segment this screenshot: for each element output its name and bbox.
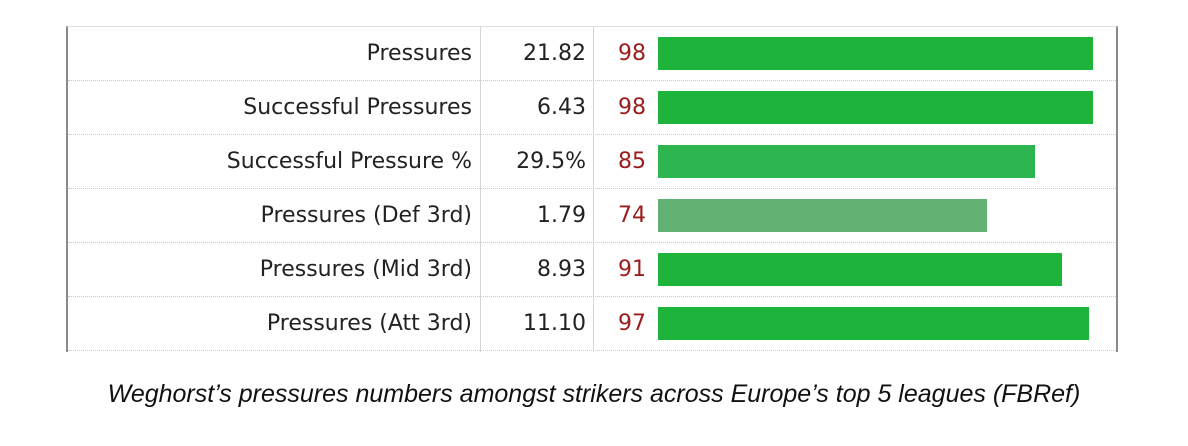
percentile-label: 74 bbox=[618, 203, 646, 228]
stat-label: Successful Pressures bbox=[243, 95, 472, 120]
table-row: Pressures (Mid 3rd) 8.93 91 bbox=[68, 243, 1116, 297]
table-row: Successful Pressures 6.43 98 bbox=[68, 81, 1116, 135]
figure-caption: Weghorst’s pressures numbers amongst str… bbox=[107, 380, 1081, 408]
percentile-bar bbox=[658, 199, 987, 232]
stat-label: Pressures (Att 3rd) bbox=[266, 311, 472, 336]
stat-value: 11.10 bbox=[523, 311, 586, 336]
percentile-label: 91 bbox=[618, 257, 646, 282]
percentile-label: 98 bbox=[618, 95, 646, 120]
stat-value: 8.93 bbox=[537, 257, 586, 282]
table-row: Successful Pressure % 29.5% 85 bbox=[68, 135, 1116, 189]
stat-label: Pressures (Mid 3rd) bbox=[259, 257, 472, 282]
percentile-bar bbox=[658, 307, 1089, 340]
stat-label: Successful Pressure % bbox=[226, 149, 472, 174]
column-divider-1 bbox=[480, 27, 481, 352]
percentile-bar bbox=[658, 145, 1035, 178]
stat-label: Pressures bbox=[366, 41, 472, 66]
stat-value: 29.5% bbox=[516, 149, 586, 174]
percentile-bar bbox=[658, 253, 1062, 286]
table-row: Pressures 21.82 98 bbox=[68, 27, 1116, 81]
table-row: Pressures (Att 3rd) 11.10 97 bbox=[68, 297, 1116, 351]
column-divider-2 bbox=[593, 27, 594, 352]
percentile-label: 97 bbox=[618, 311, 646, 336]
stat-value: 6.43 bbox=[537, 95, 586, 120]
stat-label: Pressures (Def 3rd) bbox=[260, 203, 472, 228]
percentile-bar bbox=[658, 91, 1093, 124]
stat-value: 1.79 bbox=[537, 203, 586, 228]
percentile-label: 98 bbox=[618, 41, 646, 66]
table-row: Pressures (Def 3rd) 1.79 74 bbox=[68, 189, 1116, 243]
percentile-bar bbox=[658, 37, 1093, 70]
percentile-label: 85 bbox=[618, 149, 646, 174]
percentile-table: Pressures 21.82 98 Successful Pressures 6.43… bbox=[66, 26, 1118, 352]
stat-value: 21.82 bbox=[523, 41, 586, 66]
